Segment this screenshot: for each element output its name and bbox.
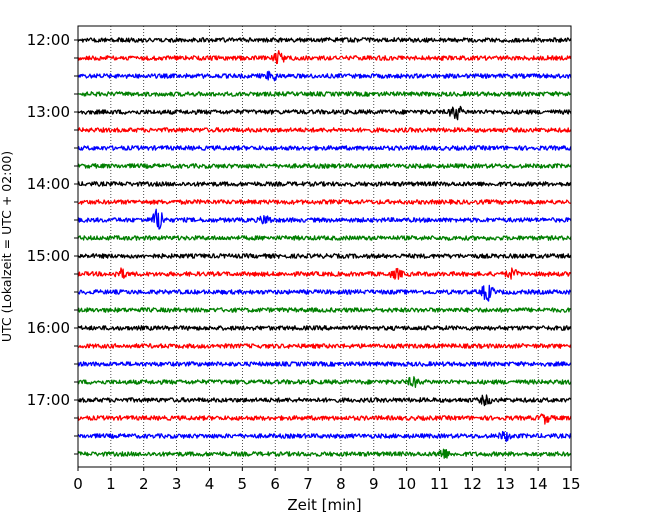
seismic-trace-1545: [77, 307, 572, 313]
seismic-trace-1645: [77, 376, 572, 388]
y-tick-label: 12:00: [27, 31, 70, 49]
x-tick-label: 0: [73, 475, 83, 493]
y-tick-label: 15:00: [27, 247, 70, 265]
seismic-trace-1600: [77, 325, 572, 331]
seismic-trace-1615: [77, 343, 572, 349]
x-tick-label: 1: [106, 475, 116, 493]
seismic-trace-1330: [77, 145, 572, 151]
seismic-trace-1230: [77, 70, 572, 82]
y-tick-label: 13:00: [27, 103, 70, 121]
seismic-trace-1245: [77, 91, 572, 97]
x-tick-label: 8: [336, 475, 346, 493]
seismic-trace-1415: [77, 199, 572, 205]
x-tick-label: 13: [496, 475, 515, 493]
y-axis-ticks: 12:00 13:00 14:00 15:00 16:00 17:00: [27, 31, 78, 455]
plot-background: [78, 26, 571, 467]
seismic-trace-1430: [77, 208, 572, 230]
x-tick-label: 3: [172, 475, 182, 493]
x-tick-label: 2: [139, 475, 149, 493]
y-tick-label: 17:00: [27, 391, 70, 409]
x-tick-label: 11: [430, 475, 449, 493]
plot-frame: [77, 25, 572, 468]
x-axis-ticks: 0 1 2 3 4 5 6 7 8 9 10 11 12 13 14 15: [73, 467, 581, 493]
x-tick-label: 12: [463, 475, 482, 493]
x-tick-label: 10: [397, 475, 416, 493]
x-tick-label: 7: [303, 475, 313, 493]
seismic-trace-1215: [77, 50, 572, 65]
x-tick-label: 9: [369, 475, 379, 493]
seismic-trace-1715: [77, 413, 572, 425]
trace-group: [77, 37, 572, 459]
y-tick-label: 16:00: [27, 319, 70, 337]
x-axis-label: Zeit [min]: [287, 496, 361, 514]
seismic-trace-1700: [77, 394, 572, 407]
y-tick-label: 14:00: [27, 175, 70, 193]
x-tick-label: 4: [205, 475, 215, 493]
y-axis-label: UTC (Lokalzeit = UTC + 02:00): [0, 151, 14, 342]
seismic-trace-1745: [77, 448, 572, 459]
seismic-trace-1400: [77, 181, 572, 187]
seismic-trace-1445: [77, 235, 572, 241]
x-tick-label: 5: [238, 475, 248, 493]
seismic-trace-1315: [77, 127, 572, 133]
x-tick-label: 14: [529, 475, 548, 493]
seismic-trace-1200: [77, 37, 572, 43]
seismic-trace-1630: [77, 361, 572, 367]
seismic-trace-1730: [77, 430, 572, 443]
seismic-trace-1530: [77, 284, 572, 302]
x-tick-label: 6: [270, 475, 280, 493]
seismic-trace-1515: [77, 267, 572, 280]
seismic-trace-1500: [77, 253, 572, 259]
seismic-trace-1345: [77, 163, 572, 169]
x-tick-label: 15: [561, 475, 580, 493]
seismic-trace-1300: [77, 105, 572, 121]
